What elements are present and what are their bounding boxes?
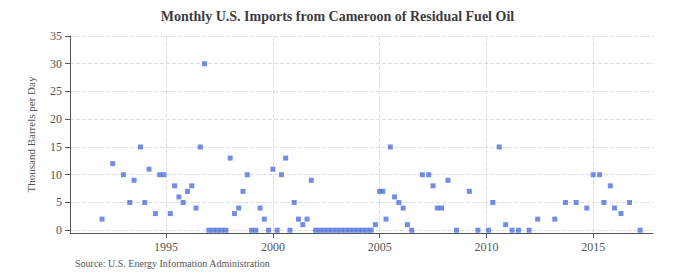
svg-text:10: 10 <box>50 168 62 182</box>
svg-text:0: 0 <box>56 223 62 237</box>
svg-text:1995: 1995 <box>154 240 178 254</box>
svg-text:20: 20 <box>50 112 62 126</box>
svg-text:25: 25 <box>50 84 62 98</box>
svg-text:2010: 2010 <box>474 240 498 254</box>
svg-text:2000: 2000 <box>261 240 285 254</box>
svg-text:35: 35 <box>50 29 62 43</box>
svg-text:15: 15 <box>50 140 62 154</box>
svg-text:2005: 2005 <box>368 240 392 254</box>
svg-text:2015: 2015 <box>581 240 605 254</box>
svg-text:5: 5 <box>56 195 62 209</box>
svg-text:Source: U.S. Energy Informatio: Source: U.S. Energy Information Administ… <box>75 258 270 269</box>
svg-text:Monthly U.S. Imports from Came: Monthly U.S. Imports from Cameroon of Re… <box>161 9 514 24</box>
svg-text:30: 30 <box>50 57 62 71</box>
svg-text:Thousand Barrels per Day: Thousand Barrels per Day <box>25 76 37 192</box>
